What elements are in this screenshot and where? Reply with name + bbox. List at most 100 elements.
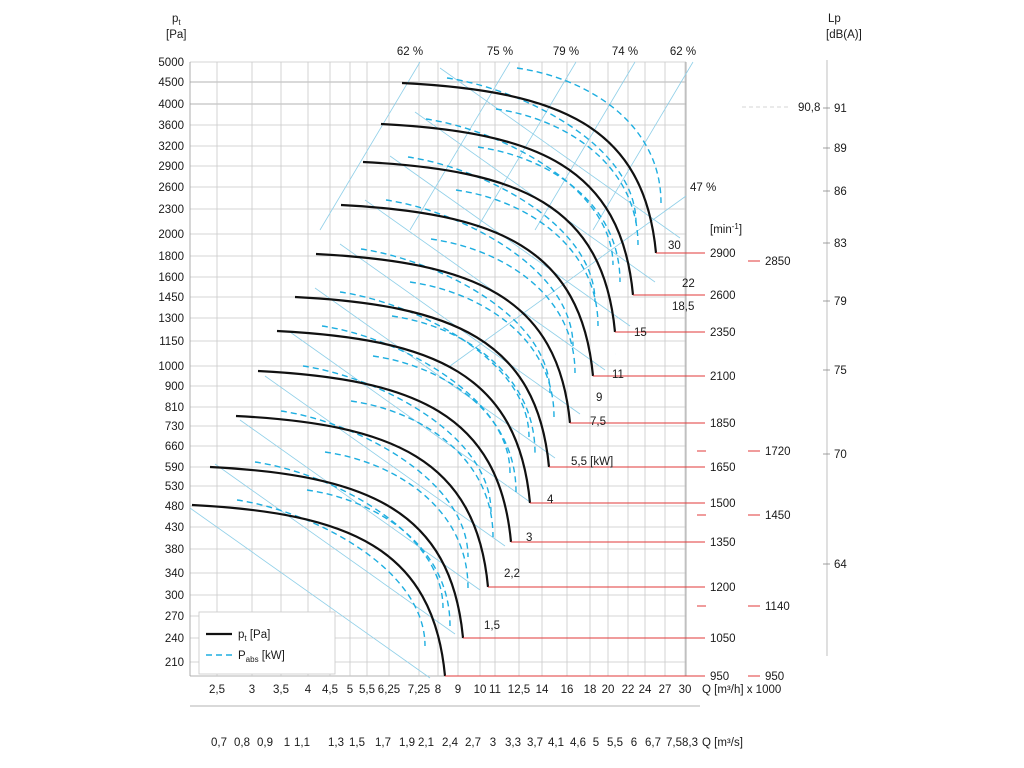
extra-speed-label: 1450 [765,510,791,522]
y-tick-label: 430 [165,522,184,534]
y-tick-label: 1450 [158,292,184,304]
y-tick-label: 380 [165,544,184,556]
efficiency-line [409,61,511,231]
y-tick-label: 3200 [158,141,184,153]
y-tick-label: 1800 [158,251,184,263]
speed-label: 1850 [710,418,736,430]
diagonal-line [314,287,556,459]
extra-speed-label: 950 [765,671,784,683]
y-tick-label: 300 [165,590,184,602]
y-axis-symbol: pt [172,13,181,27]
diagonal-line [439,67,681,239]
extra-speed-label: 1720 [765,446,791,458]
speed-label: 2600 [710,290,736,302]
y-tick-label: 1600 [158,272,184,284]
x-axis-m3s-label: Q [m³/s] [702,737,743,749]
x-tick-m3s: 2,4 [442,737,459,749]
x-tick-m3s: 1 [284,737,290,749]
x-tick-m3s: 3,7 [527,737,543,749]
pressure-curve [209,465,465,639]
y-tick-label: 4000 [158,99,184,111]
power-curves [236,67,662,647]
efficiency-line [592,61,694,231]
efficiency-label: 79 % [553,46,579,58]
power-label: 22 [682,278,695,290]
x-tick-m3h: 30 [679,684,692,696]
sound-axis-label: Lp [828,13,841,25]
pressure-curve [401,81,658,254]
power-curve [455,189,599,327]
x-tick-m3h: 3,5 [273,684,289,696]
power-label: 4 [547,494,554,506]
efficiency-label: 74 % [612,46,638,58]
power-label: 18,5 [672,301,694,313]
labels: 5000 4500 4000 3600 3200 2900 2600 2300 2000 1800… [158,46,847,749]
x-tick-m3s: 6,7 [645,737,661,749]
sound-tick-label: 75 [834,365,847,377]
power-label: 15 [634,327,647,339]
speed-unit-label: [min-1] [710,222,742,236]
sound-tick-label: 91 [834,103,847,115]
power-curve [446,77,637,224]
sound-axis-unit: [dB(A)] [826,29,862,41]
x-tick-m3h: 24 [639,684,652,696]
diagonal-line [289,331,531,503]
power-curve [516,67,662,204]
power-curve [425,118,614,266]
speed-label: 2100 [710,371,736,383]
extra-speed-label: 2850 [765,256,791,268]
x-tick-m3h: 10 [474,684,487,696]
power-label: 3 [526,532,532,544]
x-tick-m3s: 0,9 [257,737,273,749]
y-tick-label: 2000 [158,229,184,241]
power-curve [477,146,621,283]
y-tick-label: 270 [165,611,184,623]
pressure-curves [191,81,658,677]
x-tick-m3h: 20 [602,684,615,696]
diagonal-line [364,199,606,371]
power-curve [302,365,492,513]
y-tick-label: 480 [165,501,184,513]
x-tick-m3h: 2,5 [209,684,225,696]
power-label: 2,2 [504,568,520,580]
sound-marker-label: 90,8 [798,102,820,114]
x-tick-m3s: 0,8 [234,737,250,749]
x-tick-m3s: 8,3 [682,737,698,749]
y-axis-unit: [Pa] [166,29,186,41]
x-tick-m3h: 11 [489,684,501,696]
extra-speed-label: 1140 [765,601,790,613]
x-tick-m3s: 1,1 [294,737,310,749]
x-tick-m3s: 4,6 [570,737,586,749]
y-tick-label: 810 [165,402,184,414]
x-tick-m3s: 5 [593,737,599,749]
power-label: 1,5 [484,620,500,632]
y-tick-label: 3600 [158,120,184,132]
x-tick-m3s: 5,5 [607,737,623,749]
pressure-curve [276,329,532,504]
legend: pt [Pa] Pabs [kW] [198,611,336,675]
pressure-curve [380,122,635,296]
x-tick-m3h: 12,5 [508,684,530,696]
x-tick-m3h: 27 [659,684,672,696]
y-tick-label: 730 [165,421,184,433]
x-tick-m3h: 6,25 [378,684,400,696]
power-curve [254,461,444,609]
y-tick-label: 660 [165,441,184,453]
y-tick-label: 210 [165,657,184,669]
power-label: 11 [612,369,624,381]
y-tick-label: 1300 [158,313,184,325]
x-tick-m3s: 1,3 [328,737,344,749]
pressure-curve [362,160,617,333]
efficiency-line-47 [449,195,687,367]
y-tick-label: 240 [165,633,184,645]
efficiency-line [319,61,421,231]
x-tick-m3s: 4,1 [548,737,564,749]
x-tick-m3s: 0,7 [211,737,227,749]
y-tick-label: 900 [165,381,184,393]
x-tick-m3h: 4 [305,684,312,696]
x-tick-m3h: 4,5 [322,684,338,696]
speed-marks [445,252,760,677]
power-curve [321,325,511,474]
efficiency-label: 47 % [690,182,716,194]
diagonal-line [264,375,506,547]
